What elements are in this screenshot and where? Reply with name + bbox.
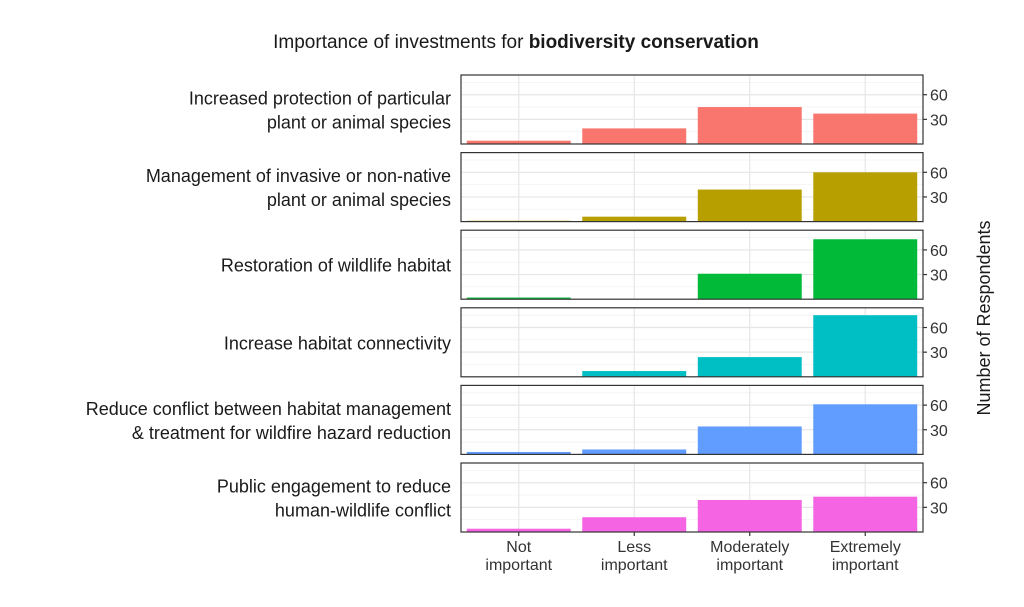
y-tick-label: 60: [930, 165, 948, 182]
panel-border: [460, 462, 924, 533]
bar: [697, 499, 802, 532]
x-tick-label: Not important: [485, 539, 552, 574]
facet-label: Public engagement to reduce human-wildlif…: [217, 477, 451, 521]
y-tick-label: 60: [930, 321, 948, 338]
y-tick-label: 30: [930, 345, 948, 362]
bar: [697, 357, 802, 377]
panel-border: [460, 152, 924, 223]
y-axis-title: Number of Respondents: [974, 220, 994, 415]
bar: [582, 449, 687, 455]
y-tick-label: 60: [930, 398, 948, 415]
facet-label-line: plant or animal species: [267, 190, 451, 210]
facet-label: Increase habitat connectivity: [224, 333, 451, 353]
facet-panel: 30 60 Increase habitat connectivity: [224, 307, 948, 378]
facet-label-line: Restoration of wildlife habitat: [221, 256, 451, 276]
bar: [813, 496, 918, 532]
y-tick-label: 60: [930, 476, 948, 493]
x-tick-label: Extremely important: [830, 539, 901, 574]
chart-title: Importance of investments for biodiversi…: [273, 32, 759, 53]
panel-border: [460, 307, 924, 378]
x-tick-label: Moderately important: [710, 539, 789, 574]
facet-panel: 30 60 Reduce conflict between habitat mana…: [86, 384, 948, 455]
x-tick-label-line: Not: [506, 539, 531, 556]
facet-label-line: & treatment for wildfire hazard reductio…: [132, 423, 451, 443]
bar: [466, 528, 571, 532]
facet-panels: 30 60 Increased protection of particular pl…: [86, 74, 948, 533]
facet-label-line: human-wildlife conflict: [275, 501, 451, 521]
facet-label-line: Increased protection of particular: [189, 89, 451, 109]
y-tick-label: 30: [930, 500, 948, 517]
x-tick-label-line: important: [601, 557, 668, 574]
x-tick-label-line: important: [716, 557, 783, 574]
y-tick-label: 30: [930, 190, 948, 207]
y-tick-label: 60: [930, 243, 948, 260]
facet-label: Restoration of wildlife habitat: [221, 256, 451, 276]
bar: [813, 113, 918, 144]
panel-border: [460, 74, 924, 145]
x-tick-label-line: important: [832, 557, 899, 574]
facet-label-line: plant or animal species: [267, 113, 451, 133]
panel-border: [460, 384, 924, 455]
y-tick-label: 30: [930, 423, 948, 440]
facet-label: Reduce conflict between habitat manageme…: [86, 399, 451, 443]
bar: [697, 189, 802, 222]
bar: [697, 273, 802, 300]
bar: [466, 140, 571, 144]
facet-label-line: Increase habitat connectivity: [224, 333, 451, 353]
facet-label-line: Management of invasive or non-native: [146, 166, 451, 186]
bar: [697, 107, 802, 144]
y-tick-label: 60: [930, 88, 948, 105]
facet-panel: 30 60 Public engagement to reduce human-wil…: [217, 462, 948, 533]
y-tick-label: 30: [930, 112, 948, 129]
bar: [466, 297, 571, 300]
facet-panel: 30 60 Restoration of wildlife habitat: [221, 229, 948, 300]
bar: [813, 239, 918, 300]
panel-border: [460, 229, 924, 300]
x-tick-label-line: Extremely: [830, 539, 901, 556]
bar: [813, 172, 918, 222]
facet-label: Increased protection of particular plant …: [189, 89, 451, 133]
x-tick-label-line: Less: [617, 539, 651, 556]
chart-title-bold: biodiversity conservation: [529, 32, 759, 53]
bar: [813, 315, 918, 377]
facet-panel: 30 60 Management of invasive or non-native…: [146, 152, 948, 223]
facet-label-line: Reduce conflict between habitat manageme…: [86, 399, 451, 419]
facet-label-line: Public engagement to reduce: [217, 477, 451, 497]
facet-panel: 30 60 Increased protection of particular pl…: [189, 74, 948, 145]
chart-title-prefix: Importance of investments for: [273, 32, 529, 53]
bar: [582, 371, 687, 377]
x-tick-label: Less important: [601, 539, 668, 574]
bar: [697, 426, 802, 455]
bar: [466, 451, 571, 455]
x-tick-label-line: Moderately: [710, 539, 789, 556]
bar: [813, 404, 918, 455]
bar: [582, 517, 687, 532]
facet-label: Management of invasive or non-native plan…: [146, 166, 451, 210]
x-tick-label-line: important: [485, 557, 552, 574]
y-tick-label: 30: [930, 268, 948, 285]
bar: [582, 216, 687, 222]
bar: [582, 128, 687, 144]
